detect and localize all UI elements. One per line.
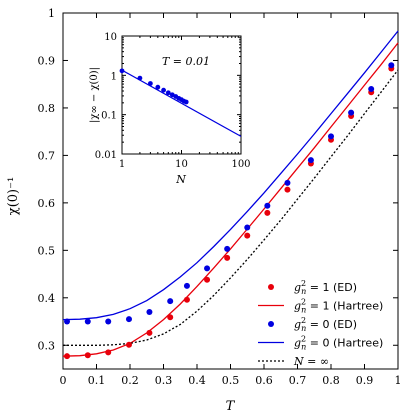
data-point-2	[264, 202, 271, 209]
inset-axis-ticks: 1 10 100 0.01 0.1 1 10	[95, 32, 251, 170]
series-line-4	[63, 69, 399, 346]
legend-label: N = ∞	[293, 355, 329, 368]
x-tick-label: 0.9	[356, 374, 374, 387]
x-tick-label: 0.7	[289, 374, 307, 387]
data-point-0	[244, 232, 251, 239]
x-tick-label: 0.5	[222, 374, 240, 387]
data-point-0	[64, 353, 71, 360]
inset-x-tick-label: 1	[119, 159, 125, 170]
y-tick-label: 0.8	[38, 102, 56, 115]
y-tick-label: 0.5	[38, 244, 56, 257]
data-point-0	[105, 349, 112, 356]
x-tick-label: 0.3	[155, 374, 173, 387]
legend-label: g2 n = 0 (Hartree)	[294, 335, 383, 352]
y-tick-label: 0.3	[38, 339, 56, 352]
x-tick-label: 0.6	[255, 374, 273, 387]
data-point-0	[125, 341, 132, 348]
inset-data-point	[165, 90, 171, 96]
data-point-2	[388, 62, 395, 69]
inset-data-point	[155, 84, 161, 90]
inset-x-axis-label: N	[175, 173, 186, 186]
inset-data-point	[119, 68, 125, 74]
x-tick-label: 1	[395, 374, 402, 387]
x-tick-label: 0.8	[322, 374, 340, 387]
inset-y-tick-label: 0.1	[101, 111, 117, 122]
x-axis-label: T	[226, 399, 236, 414]
inset-y-tick-label: 10	[104, 32, 117, 43]
inset-data-point	[183, 99, 189, 105]
data-point-2	[64, 318, 71, 325]
data-point-2	[146, 309, 153, 316]
x-tick-label: 0.2	[121, 374, 139, 387]
inset-x-tick-label: 10	[175, 159, 188, 170]
data-point-2	[84, 318, 91, 325]
y-tick-label: 1	[48, 7, 55, 20]
y-tick-label: 0.9	[38, 54, 56, 67]
inset-data-point	[137, 75, 143, 81]
data-point-2	[328, 133, 334, 140]
inset-series	[119, 68, 242, 137]
data-point-0	[146, 329, 153, 336]
legend: g2 n = 1 (ED) g2 n = 1 (Hartree)g2 n = 0 (ED…	[258, 279, 383, 368]
series-line-1	[62, 42, 399, 357]
y-axis-label: χ(0)⁻¹	[6, 177, 21, 215]
data-point-2	[284, 179, 291, 186]
y-tick-label: 0.6	[38, 197, 56, 210]
data-point-2	[224, 245, 231, 252]
main-plot: 0 0.1 0.2 0.3 0.4 0.5 0.6 0.7 0.8 0.9 1 0.3 0.4 0.5 0.…	[6, 7, 402, 414]
data-point-0	[167, 314, 174, 321]
x-tick-label: 0.1	[88, 374, 106, 387]
legend-label: g2 n = 0 (ED)	[294, 316, 357, 333]
data-point-2	[183, 282, 190, 289]
y-tick-label: 0.4	[38, 292, 56, 305]
data-point-2	[167, 298, 174, 305]
inset-y-tick-label: 0.01	[95, 150, 117, 161]
data-point-0	[84, 352, 91, 359]
inset-data-point	[147, 81, 153, 86]
inset-plot-frame	[121, 35, 242, 155]
inset-annotation: T = 0.01	[162, 55, 210, 68]
legend-label: g2 n = 1 (Hartree)	[294, 298, 383, 315]
series-line-3	[62, 30, 399, 321]
legend-label: g2 n = 1 (ED)	[294, 279, 357, 296]
inset-plot: 1 10 100 0.01 0.1 1 10 T = 0.01 N |χ∞ − χ(0)|	[89, 32, 251, 186]
data-point-2	[204, 265, 211, 272]
data-point-2	[307, 157, 314, 164]
legend-marker	[268, 321, 274, 327]
inset-y-tick-label: 1	[111, 71, 117, 82]
x-tick-label: 0	[60, 374, 67, 387]
data-point-0	[204, 276, 211, 283]
main-axis-ticks: 0 0.1 0.2 0.3 0.4 0.5 0.6 0.7 0.8 0.9 1 0.3 0.4 0.5 0.…	[38, 7, 402, 387]
data-point-2	[368, 85, 375, 92]
inset-x-tick-label: 100	[231, 159, 250, 170]
data-point-2	[105, 318, 112, 325]
inset-y-axis-label: |χ∞ − χ(0)|	[89, 67, 100, 123]
main-series	[62, 30, 399, 360]
data-point-0	[284, 186, 291, 193]
legend-marker	[268, 284, 274, 290]
data-point-0	[183, 296, 190, 303]
data-point-2	[348, 109, 355, 116]
data-point-2	[244, 224, 251, 231]
data-point-0	[264, 209, 271, 216]
inset-data-point	[161, 87, 166, 93]
x-tick-label: 0.4	[188, 374, 206, 387]
y-tick-label: 0.7	[38, 149, 56, 162]
data-point-0	[224, 254, 231, 261]
data-point-2	[125, 316, 132, 323]
inset-fit-line	[121, 69, 242, 137]
